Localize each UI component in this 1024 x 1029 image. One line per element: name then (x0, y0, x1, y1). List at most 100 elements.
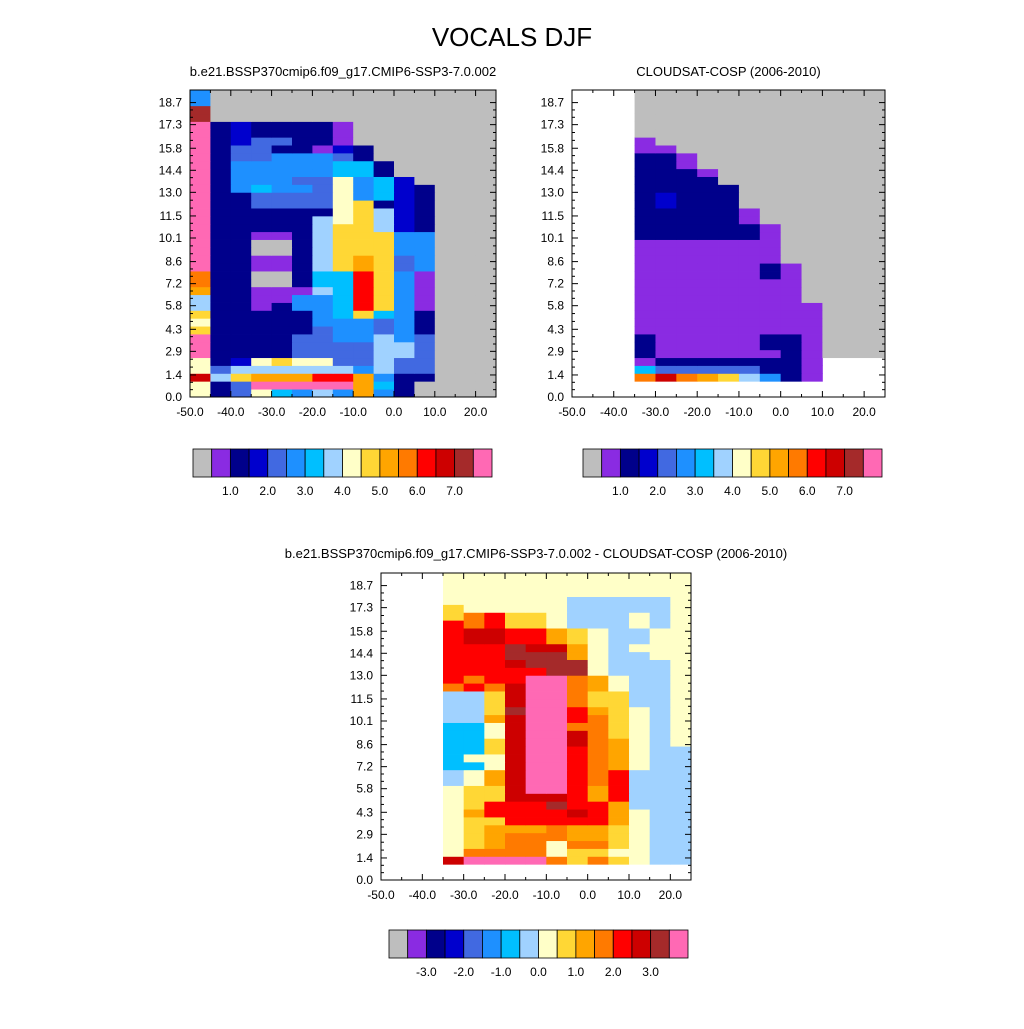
heatmap-cell (353, 310, 374, 319)
heatmap-cell (332, 176, 354, 185)
heatmap-cell (373, 160, 395, 170)
heatmap-cell (484, 722, 506, 731)
heatmap-cell (608, 706, 630, 716)
heatmap-cell (864, 278, 886, 288)
heatmap-cell (759, 215, 782, 225)
heatmap-cell (567, 698, 589, 708)
heatmap-cell (759, 341, 782, 351)
heatmap-cell (567, 809, 589, 818)
heatmap-cell (292, 113, 313, 122)
heatmap-cell (718, 247, 740, 256)
heatmap-cell (373, 97, 395, 107)
heatmap-cell (587, 777, 609, 786)
heatmap-cell (210, 137, 232, 146)
heatmap-cell (505, 596, 527, 605)
heatmap-cell (251, 389, 272, 398)
heatmap-cell (634, 137, 656, 146)
heatmap-cell (629, 675, 651, 684)
heatmap-cell (718, 310, 740, 319)
main-title: VOCALS DJF (432, 22, 592, 52)
heatmap-cell (587, 683, 609, 692)
heatmap-cell (394, 152, 415, 162)
heatmap-cell (475, 357, 497, 366)
heatmap-cell (801, 200, 823, 209)
heatmap-cell (353, 113, 374, 122)
heatmap-cell (546, 714, 568, 723)
heatmap-cell (394, 231, 415, 240)
heatmap-cell (546, 691, 568, 700)
heatmap-cell (655, 302, 677, 311)
heatmap-cell (649, 848, 671, 857)
heatmap-cell (759, 137, 782, 146)
heatmap-cell (525, 714, 547, 723)
heatmap-cell (608, 698, 630, 708)
heatmap-cell (546, 730, 568, 739)
heatmap-cell (505, 848, 527, 857)
heatmap-cell (373, 326, 395, 335)
heatmap-cell (655, 271, 677, 280)
heatmap-cell (332, 97, 354, 107)
heatmap-cell (676, 271, 698, 280)
heatmap-cell (608, 643, 630, 653)
heatmap-cell (822, 105, 844, 115)
colorbar-swatch (342, 448, 362, 478)
heatmap-cell (230, 184, 252, 193)
x-tick-label: -30.0 (642, 405, 670, 419)
heatmap-cell (697, 294, 719, 303)
heatmap-cell (676, 318, 698, 327)
heatmap-cell (394, 176, 415, 185)
heatmap-cell (655, 145, 677, 154)
heatmap-cell (353, 326, 374, 335)
heatmap-cell (484, 659, 506, 668)
heatmap-cell (670, 573, 692, 582)
heatmap-cell (587, 628, 609, 637)
heatmap-cell (434, 184, 456, 193)
heatmap-cell (463, 824, 485, 834)
heatmap-cell (608, 777, 630, 786)
heatmap-cell (649, 691, 671, 700)
heatmap-cell (567, 817, 589, 826)
colorbar-swatch (229, 448, 250, 478)
heatmap-cell (271, 97, 293, 107)
heatmap-cell (759, 239, 782, 248)
heatmap-cell (843, 121, 865, 130)
heatmap-cell (822, 129, 844, 138)
colorbar-swatch (454, 448, 474, 478)
heatmap-cell (629, 573, 651, 582)
heatmap-cell (443, 683, 465, 692)
heatmap-cell (394, 200, 415, 209)
heatmap-cell (475, 349, 497, 359)
heatmap-cell (373, 286, 395, 296)
heatmap-cell (608, 667, 630, 676)
heatmap-cell (759, 271, 782, 280)
heatmap-cell (332, 334, 354, 343)
heatmap-cell (332, 90, 354, 99)
heatmap-cell (587, 635, 609, 645)
heatmap-cell (567, 628, 589, 637)
heatmap-cell (210, 247, 232, 256)
heatmap-cell (843, 97, 865, 107)
heatmap-cell (843, 231, 865, 240)
heatmap-cell (634, 263, 656, 272)
heatmap-cell (864, 263, 886, 272)
heatmap-cell (634, 208, 656, 217)
heatmap-cell (780, 349, 802, 359)
heatmap-cell (634, 302, 656, 311)
y-tick-label: 17.3 (541, 118, 565, 132)
heatmap-cell (414, 137, 436, 146)
heatmap-cell (822, 168, 844, 177)
heatmap-cell (230, 373, 252, 382)
heatmap-cell (332, 105, 354, 115)
heatmap-cell (463, 809, 485, 818)
heatmap-cell (455, 381, 476, 390)
heatmap-cell (475, 145, 497, 154)
heatmap-cell (373, 168, 395, 177)
heatmap-cell (251, 318, 272, 327)
heatmap-cell (505, 824, 527, 834)
heatmap-cell (332, 357, 354, 366)
heatmap-cell (801, 145, 823, 154)
heatmap-cell (634, 255, 656, 264)
heatmap-cell (697, 231, 719, 240)
heatmap-cell (546, 848, 568, 857)
heatmap-cell (546, 817, 568, 826)
